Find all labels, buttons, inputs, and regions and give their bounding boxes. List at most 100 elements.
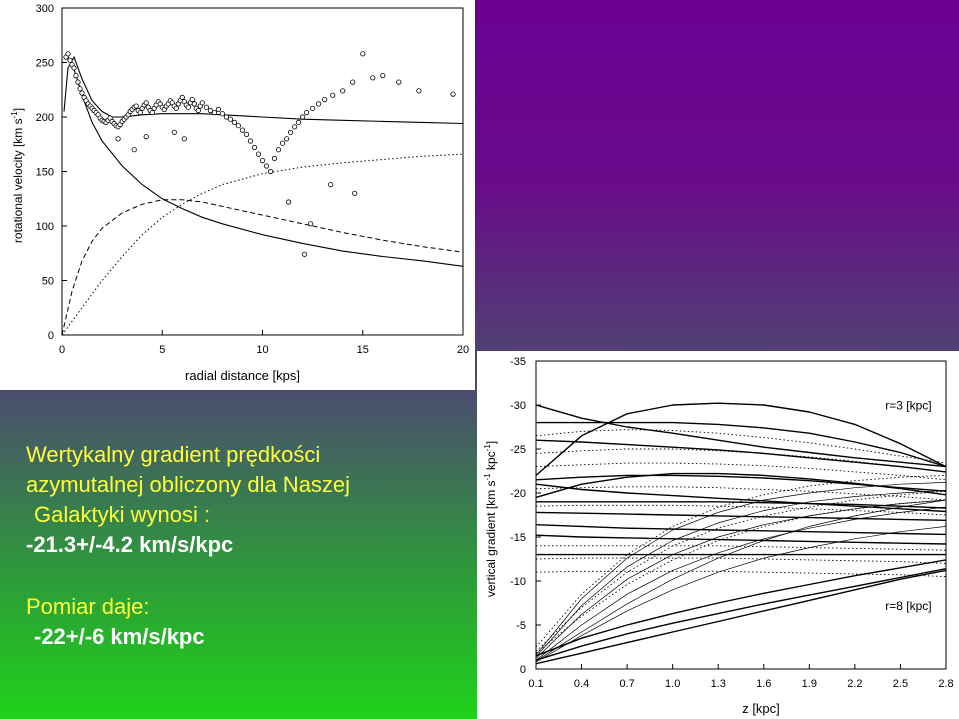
observation-point xyxy=(73,73,79,79)
gradient-curve-dotted xyxy=(536,499,946,654)
observation-point xyxy=(227,116,233,122)
observation-point xyxy=(315,101,322,107)
y-tick-label: -30 xyxy=(510,400,526,412)
observation-point xyxy=(360,51,366,57)
gradient-curve-dotted xyxy=(536,474,946,648)
observation-point xyxy=(380,73,386,79)
computed-gradient-value: -21.3+/-4.2 km/s/kpc xyxy=(26,532,234,557)
y-tick-label: -10 xyxy=(510,576,526,588)
observation-point xyxy=(207,107,213,114)
gradient-curve-dotted xyxy=(536,448,946,473)
gradient-curve-dotted xyxy=(536,462,946,481)
gradient-curve-thin xyxy=(536,499,946,659)
gradient-curve-thin xyxy=(536,499,946,662)
y-tick-label: -25 xyxy=(510,444,526,456)
observation-point xyxy=(350,79,356,85)
observation-point xyxy=(185,104,191,110)
x-axis-label: radial distance [kps] xyxy=(185,368,300,383)
x-tick-label: 20 xyxy=(457,344,469,356)
model-curve-solid xyxy=(67,56,464,267)
result-heading-line-2: azymutalnej obliczony dla Naszej xyxy=(26,472,351,497)
y-tick-label: 300 xyxy=(36,3,54,15)
observation-point xyxy=(131,147,137,153)
observation-point xyxy=(251,144,258,151)
observation-point xyxy=(330,92,336,98)
observation-point xyxy=(149,110,155,116)
observation-point xyxy=(396,79,402,85)
x-tick-label: 2.2 xyxy=(847,678,862,690)
observation-point xyxy=(287,129,294,135)
gradient-curve-solid xyxy=(536,524,946,536)
observation-point xyxy=(243,131,250,137)
observation-point xyxy=(195,107,201,114)
y-tick-label: 50 xyxy=(42,276,54,288)
measurement-label: Pomiar daje: xyxy=(26,594,150,619)
rotation-curve-panel: 0 5 10 15 20 0 50 100 150 200 250 300 radial distanc… xyxy=(0,0,475,390)
y-tick-label: 0 xyxy=(520,664,526,676)
observation-point xyxy=(255,151,262,157)
observation-point xyxy=(295,119,302,126)
y-tick-label: 0 xyxy=(48,330,54,342)
model-curve-dashed xyxy=(61,199,464,336)
y-tick-label: 200 xyxy=(36,112,54,124)
x-tick-label: 0.4 xyxy=(574,678,589,690)
y-tick-label: -35 xyxy=(510,356,526,368)
observation-point xyxy=(235,123,241,129)
observation-point xyxy=(299,114,306,120)
observation-point xyxy=(303,110,310,116)
y-tick-label: -5 xyxy=(516,620,526,632)
observation-point xyxy=(79,90,85,96)
observation-point xyxy=(263,163,270,169)
gradient-curve-thin xyxy=(536,526,946,663)
observation-point xyxy=(203,104,209,110)
gradient-curve-solid xyxy=(536,568,946,661)
x-tick-label: 2.5 xyxy=(893,678,908,690)
curve-annotation: r=3 [kpc] xyxy=(885,398,931,412)
observation-point xyxy=(71,65,77,71)
y-tick-label: -20 xyxy=(510,488,526,500)
observation-point xyxy=(450,91,456,97)
observation-point xyxy=(328,182,334,188)
y-axis-label: vertical gradient [km s-1 kpc-1] xyxy=(483,441,498,597)
observation-point xyxy=(231,119,237,126)
observation-point xyxy=(181,136,187,142)
gradient-curve-dotted xyxy=(536,429,946,464)
gradient-curve-dotted xyxy=(536,490,946,652)
y-tick-label: -15 xyxy=(510,532,526,544)
x-tick-label: 5 xyxy=(159,344,165,356)
observation-point xyxy=(179,94,185,101)
observation-point xyxy=(309,105,316,111)
observation-point xyxy=(271,155,278,161)
annotation-background xyxy=(881,397,946,414)
result-heading-line-3: Galaktyki wynosi : xyxy=(34,502,211,527)
observation-point xyxy=(285,199,292,205)
observation-point xyxy=(191,101,197,107)
observation-point xyxy=(133,103,139,109)
gradient-curve-solid xyxy=(536,534,946,545)
result-heading-line-1: Wertykalny gradient prędkości xyxy=(26,442,321,467)
x-tick-label: 0.1 xyxy=(528,678,543,690)
observation-point xyxy=(279,140,286,146)
y-tick-label: 250 xyxy=(36,58,54,70)
observation-point xyxy=(67,57,73,63)
gradient-curve-solid xyxy=(536,483,946,513)
observation-point xyxy=(143,134,149,140)
observation-point xyxy=(137,110,143,116)
observation-point xyxy=(143,100,149,106)
observation-point xyxy=(171,129,177,135)
observation-point xyxy=(77,86,83,92)
observation-point xyxy=(307,221,314,227)
x-tick-label: 1.3 xyxy=(711,678,726,690)
curve-annotation: r=8 [kpc] xyxy=(885,599,931,613)
gradient-curve-dotted xyxy=(536,545,946,551)
observation-point xyxy=(219,111,225,117)
x-tick-label: 1.0 xyxy=(665,678,680,690)
curve-group xyxy=(536,402,946,665)
observation-point xyxy=(211,110,217,116)
x-tick-label: 15 xyxy=(357,344,369,356)
observation-point xyxy=(173,105,179,111)
observation-point xyxy=(416,88,422,94)
gradient-curve-solid xyxy=(536,501,946,509)
gradient-curve-solid xyxy=(536,402,946,476)
